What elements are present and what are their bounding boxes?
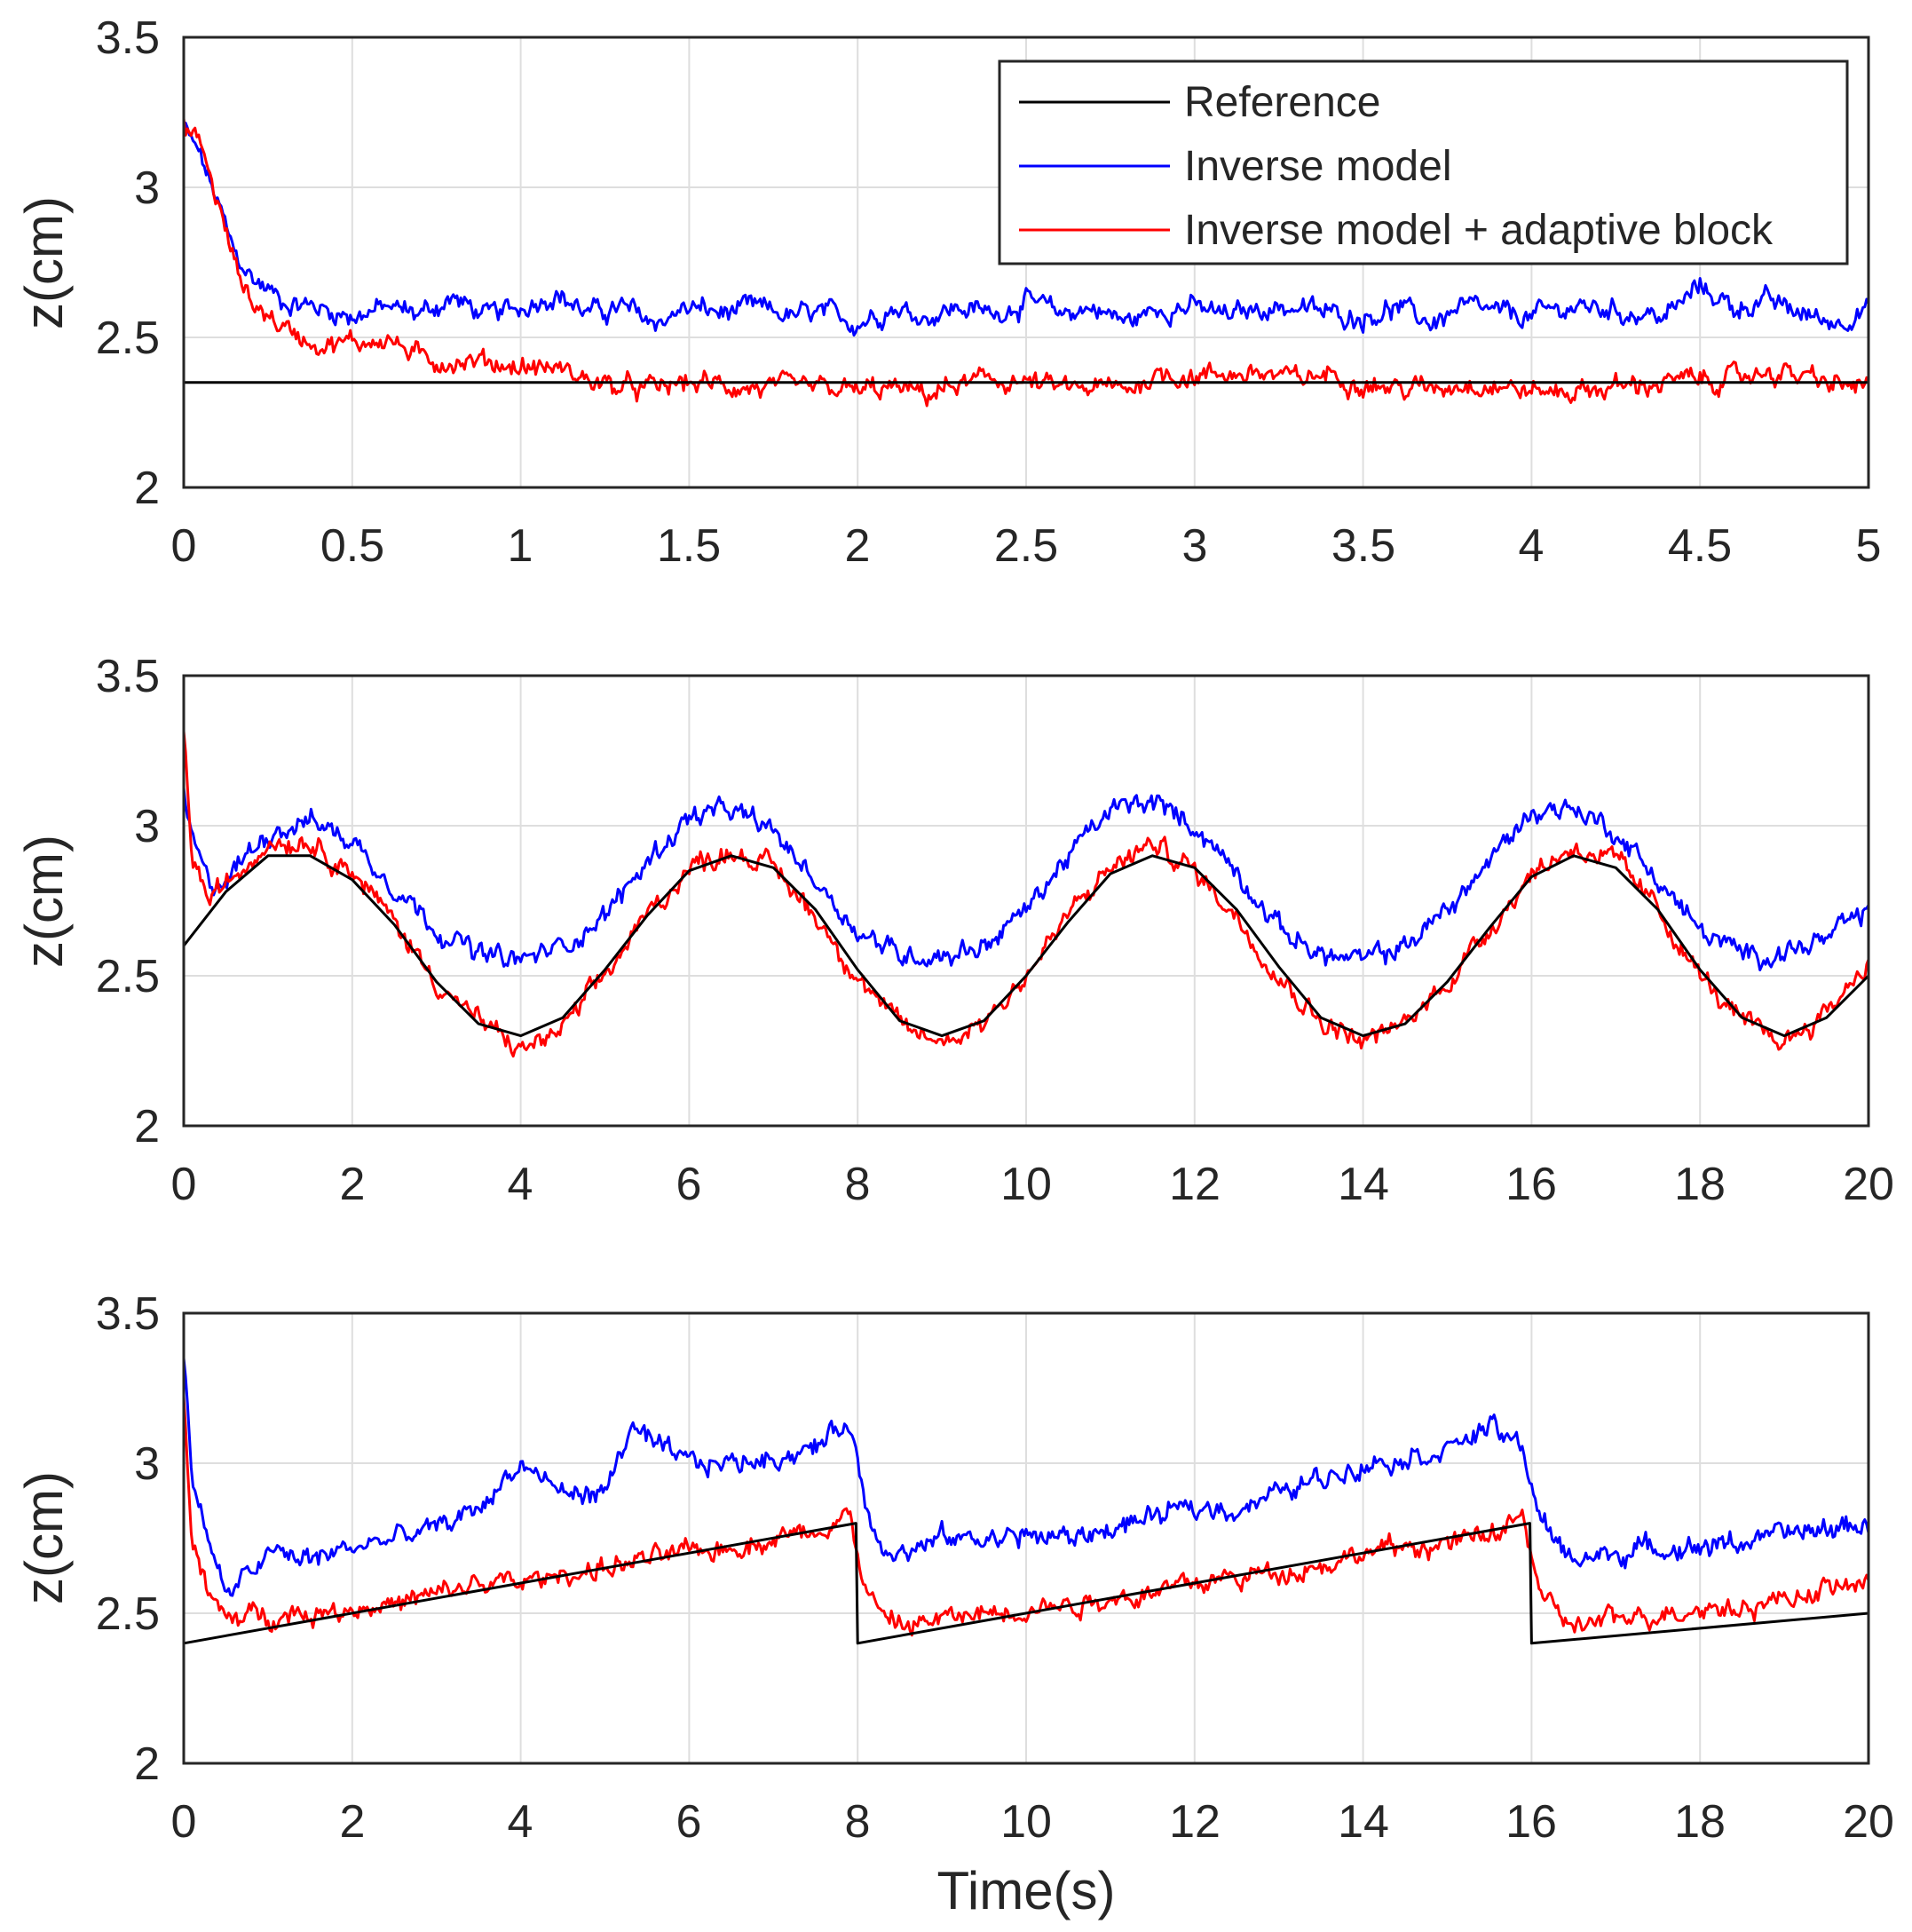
y-tick-label: 2: [134, 1101, 160, 1152]
axes-box-step: [182, 36, 1870, 489]
y-tick-label: 2.5: [96, 951, 160, 1002]
x-tick-label: 3.5: [1331, 520, 1395, 572]
x-tick-label: 0: [171, 520, 197, 572]
x-tick-label: 2: [340, 1796, 366, 1848]
y-tick-label: 3: [134, 801, 160, 852]
x-tick-label: 2.5: [994, 520, 1058, 572]
series-line-inverse-model: [182, 787, 1870, 971]
y-tick-label: 3.5: [96, 1288, 160, 1340]
x-tick-label: 8: [845, 1796, 871, 1848]
x-tick-label: 12: [1169, 1159, 1221, 1210]
x-ticks-sawtooth: 0 2 4 6 8 10 12 14 16 18 20: [171, 1796, 1894, 1848]
y-axis-label: z(cm): [14, 1471, 74, 1604]
x-tick-label: 4: [1519, 520, 1545, 572]
series-line-reference: [183, 1522, 1869, 1645]
x-axis-label: Time(s): [936, 1861, 1115, 1920]
series-sawtooth: [182, 1358, 1870, 1645]
panel-sine: 2 2.5 3 3.5 0 2 4 6 8 10 12 14 16 18 20 …: [14, 651, 1894, 1210]
grid-sine: [183, 675, 1869, 1127]
y-axis-label: z(cm): [14, 196, 74, 329]
x-tick-label: 5: [1856, 520, 1882, 572]
x-tick-label: 1: [508, 520, 533, 572]
x-tick-label: 8: [845, 1159, 871, 1210]
x-tick-label: 0: [171, 1159, 197, 1210]
x-ticks-sine: 0 2 4 6 8 10 12 14 16 18 20: [171, 1159, 1894, 1210]
x-tick-label: 16: [1505, 1796, 1557, 1848]
y-tick-label: 2.5: [96, 313, 160, 364]
x-tick-label: 4: [508, 1159, 533, 1210]
grid-sawtooth: [183, 1312, 1869, 1764]
axes-box-sawtooth: [182, 1311, 1870, 1765]
y-axis-label: z(cm): [14, 835, 74, 968]
panel-sawtooth: 2 2.5 3 3.5 0 2 4 6 8 10 12 14 16 18 20 …: [14, 1288, 1894, 1920]
x-tick-label: 3: [1182, 520, 1208, 572]
x-tick-label: 4.5: [1668, 520, 1732, 572]
x-tick-label: 16: [1505, 1159, 1557, 1210]
series-line-inverse-model: [182, 122, 1870, 337]
x-tick-label: 14: [1338, 1159, 1389, 1210]
legend-label-reference: Reference: [1184, 79, 1380, 126]
y-ticks-sine: 2 2.5 3 3.5: [96, 651, 160, 1152]
y-tick-label: 2: [134, 1738, 160, 1790]
x-tick-label: 20: [1843, 1159, 1894, 1210]
x-tick-label: 6: [676, 1159, 702, 1210]
x-tick-label: 6: [676, 1796, 702, 1848]
x-tick-label: 2: [340, 1159, 366, 1210]
y-tick-label: 2.5: [96, 1588, 160, 1640]
x-tick-label: 4: [508, 1796, 533, 1848]
series-line-inverse-model-adaptive-block: [182, 1396, 1870, 1637]
legend-label-adaptive: Inverse model + adaptive block: [1184, 207, 1774, 254]
x-tick-label: 0.5: [320, 520, 384, 572]
x-tick-label: 0: [171, 1796, 197, 1848]
x-tick-label: 12: [1169, 1796, 1221, 1848]
y-tick-label: 3.5: [96, 12, 160, 64]
series-step: [182, 118, 1870, 408]
series-line-reference: [182, 854, 1870, 1038]
y-tick-label: 3: [134, 1438, 160, 1490]
y-tick-label: 3: [134, 162, 160, 214]
x-tick-label: 14: [1338, 1796, 1389, 1848]
series-sine: [182, 731, 1870, 1058]
y-tick-label: 2: [134, 463, 160, 514]
panel-step: 2 2.5 3 3.5 0 0.5 1 1.5 2 2.5 3 3.5 4 4.…: [14, 12, 1881, 572]
series-line-inverse-model-adaptive-block: [182, 118, 1870, 408]
x-tick-label: 18: [1674, 1796, 1726, 1848]
y-ticks-step: 2 2.5 3 3.5: [96, 12, 160, 514]
x-tick-label: 10: [1000, 1159, 1052, 1210]
x-ticks-step: 0 0.5 1 1.5 2 2.5 3 3.5 4 4.5 5: [171, 520, 1882, 572]
x-tick-label: 18: [1674, 1159, 1726, 1210]
x-tick-label: 2: [845, 520, 871, 572]
y-ticks-sawtooth: 2 2.5 3 3.5: [96, 1288, 160, 1790]
y-tick-label: 3.5: [96, 651, 160, 702]
x-tick-label: 10: [1000, 1796, 1052, 1848]
axes-box-sine: [182, 674, 1870, 1128]
series-line-inverse-model: [182, 1358, 1870, 1597]
x-tick-label: 20: [1843, 1796, 1894, 1848]
legend: Reference Inverse model Inverse model + …: [998, 59, 1849, 265]
x-tick-label: 1.5: [657, 520, 721, 572]
legend-label-inverse-model: Inverse model: [1184, 143, 1451, 190]
